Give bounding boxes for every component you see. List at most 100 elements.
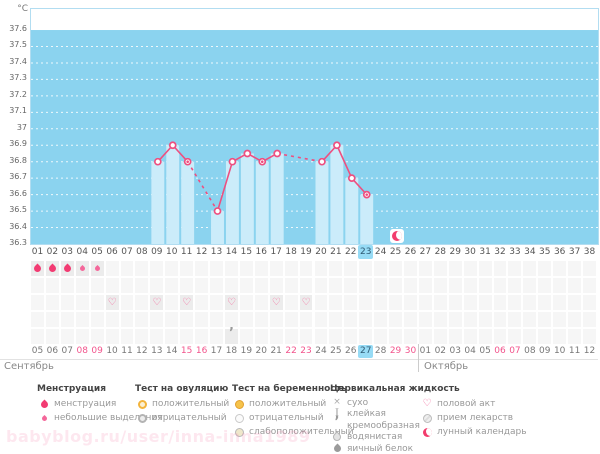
event-cell-menstruation[interactable] bbox=[31, 261, 44, 276]
event-cell-medication[interactable] bbox=[284, 312, 298, 327]
event-cell-ovulation-test[interactable] bbox=[150, 278, 164, 293]
event-cell-cervical-fluid[interactable] bbox=[583, 329, 596, 344]
event-cell-cervical-fluid[interactable] bbox=[31, 329, 44, 344]
event-cell-medication[interactable] bbox=[508, 312, 522, 327]
event-cell-intimacy[interactable] bbox=[493, 295, 507, 310]
event-cell-intimacy[interactable] bbox=[90, 295, 104, 310]
event-cell-ovulation-test[interactable] bbox=[359, 278, 373, 293]
event-cell-menstruation[interactable] bbox=[90, 261, 104, 276]
event-cell-ovulation-test[interactable] bbox=[105, 278, 119, 293]
event-cell-medication[interactable] bbox=[344, 312, 358, 327]
event-cell-ovulation-test[interactable] bbox=[314, 278, 328, 293]
event-cell-menstruation[interactable] bbox=[284, 261, 298, 276]
event-cell-menstruation[interactable] bbox=[463, 261, 477, 276]
event-cell-ovulation-test[interactable] bbox=[493, 278, 507, 293]
event-cell-medication[interactable] bbox=[195, 312, 209, 327]
event-cell-cervical-fluid[interactable] bbox=[508, 329, 522, 344]
event-cell-cervical-fluid[interactable]: ’ bbox=[224, 327, 238, 344]
event-cell-ovulation-test[interactable] bbox=[478, 278, 492, 293]
event-cell-menstruation[interactable] bbox=[135, 261, 149, 276]
event-cell-menstruation[interactable] bbox=[60, 261, 74, 276]
event-cell-intimacy[interactable] bbox=[344, 295, 358, 310]
event-cell-cervical-fluid[interactable] bbox=[284, 329, 298, 344]
event-cell-menstruation[interactable] bbox=[568, 261, 582, 276]
event-cell-medication[interactable] bbox=[120, 312, 134, 327]
event-cell-menstruation[interactable] bbox=[314, 261, 328, 276]
event-cell-cervical-fluid[interactable] bbox=[135, 329, 149, 344]
event-cell-ovulation-test[interactable] bbox=[344, 278, 358, 293]
event-cell-intimacy[interactable]: ♡ bbox=[180, 295, 194, 310]
event-cell-medication[interactable] bbox=[478, 312, 492, 327]
event-cell-menstruation[interactable] bbox=[105, 261, 119, 276]
temperature-point[interactable] bbox=[213, 207, 222, 215]
event-cell-cervical-fluid[interactable] bbox=[389, 329, 402, 344]
event-cell-medication[interactable] bbox=[314, 312, 328, 327]
event-cell-menstruation[interactable] bbox=[583, 261, 596, 276]
event-cell-intimacy[interactable] bbox=[583, 295, 596, 310]
event-cell-intimacy[interactable] bbox=[359, 295, 373, 310]
event-cell-intimacy[interactable] bbox=[195, 295, 209, 310]
event-cell-ovulation-test[interactable] bbox=[538, 278, 552, 293]
event-cell-ovulation-test[interactable] bbox=[374, 278, 388, 293]
event-cell-ovulation-test[interactable] bbox=[75, 278, 89, 293]
event-cell-ovulation-test[interactable] bbox=[254, 278, 268, 293]
event-cell-ovulation-test[interactable] bbox=[195, 278, 209, 293]
event-cell-intimacy[interactable] bbox=[374, 295, 388, 310]
event-cell-menstruation[interactable] bbox=[45, 261, 59, 276]
event-cell-cervical-fluid[interactable] bbox=[239, 329, 253, 344]
event-cell-cervical-fluid[interactable] bbox=[448, 329, 462, 344]
event-cell-intimacy[interactable]: ♡ bbox=[150, 295, 164, 310]
event-cell-ovulation-test[interactable] bbox=[568, 278, 582, 293]
event-cell-menstruation[interactable] bbox=[493, 261, 507, 276]
event-cell-intimacy[interactable] bbox=[433, 295, 447, 310]
event-cell-ovulation-test[interactable] bbox=[523, 278, 537, 293]
event-cell-ovulation-test[interactable] bbox=[433, 278, 447, 293]
event-cell-menstruation[interactable] bbox=[224, 261, 238, 276]
event-cell-menstruation[interactable] bbox=[433, 261, 447, 276]
event-cell-cervical-fluid[interactable] bbox=[210, 329, 223, 344]
event-cell-cervical-fluid[interactable] bbox=[299, 329, 313, 344]
event-cell-cervical-fluid[interactable] bbox=[254, 329, 268, 344]
event-cell-ovulation-test[interactable] bbox=[418, 278, 432, 293]
event-cell-medication[interactable] bbox=[60, 312, 74, 327]
event-cell-ovulation-test[interactable] bbox=[165, 278, 179, 293]
event-cell-intimacy[interactable] bbox=[478, 295, 492, 310]
event-cell-ovulation-test[interactable] bbox=[31, 278, 44, 293]
event-cell-intimacy[interactable] bbox=[254, 295, 268, 310]
event-cell-menstruation[interactable] bbox=[195, 261, 209, 276]
event-cell-medication[interactable] bbox=[389, 312, 402, 327]
event-cell-intimacy[interactable] bbox=[60, 295, 74, 310]
event-cell-medication[interactable] bbox=[404, 312, 417, 327]
event-cell-medication[interactable] bbox=[568, 312, 582, 327]
event-cell-intimacy[interactable] bbox=[314, 295, 328, 310]
event-cell-menstruation[interactable] bbox=[374, 261, 388, 276]
event-cell-intimacy[interactable] bbox=[239, 295, 253, 310]
event-cell-menstruation[interactable] bbox=[523, 261, 537, 276]
event-cell-cervical-fluid[interactable] bbox=[165, 329, 179, 344]
event-cell-intimacy[interactable] bbox=[31, 295, 44, 310]
event-cell-intimacy[interactable]: ♡ bbox=[299, 295, 313, 310]
event-cell-menstruation[interactable] bbox=[165, 261, 179, 276]
event-cell-intimacy[interactable] bbox=[329, 295, 343, 310]
event-cell-cervical-fluid[interactable] bbox=[180, 329, 194, 344]
event-cell-ovulation-test[interactable] bbox=[553, 278, 567, 293]
event-cell-ovulation-test[interactable] bbox=[90, 278, 104, 293]
event-cell-menstruation[interactable] bbox=[478, 261, 492, 276]
event-cell-medication[interactable] bbox=[374, 312, 388, 327]
event-cell-cervical-fluid[interactable] bbox=[493, 329, 507, 344]
event-cell-medication[interactable] bbox=[433, 312, 447, 327]
event-cell-medication[interactable] bbox=[75, 312, 89, 327]
event-cell-medication[interactable] bbox=[418, 312, 432, 327]
event-cell-intimacy[interactable] bbox=[553, 295, 567, 310]
temperature-point[interactable] bbox=[168, 141, 177, 150]
event-cell-ovulation-test[interactable] bbox=[135, 278, 149, 293]
event-cell-menstruation[interactable] bbox=[150, 261, 164, 276]
event-cell-intimacy[interactable] bbox=[418, 295, 432, 310]
event-cell-medication[interactable] bbox=[463, 312, 477, 327]
event-cell-intimacy[interactable] bbox=[523, 295, 537, 310]
event-cell-cervical-fluid[interactable] bbox=[374, 329, 388, 344]
event-cell-intimacy[interactable] bbox=[463, 295, 477, 310]
event-cell-medication[interactable] bbox=[135, 312, 149, 327]
event-cell-ovulation-test[interactable] bbox=[120, 278, 134, 293]
event-cell-cervical-fluid[interactable] bbox=[478, 329, 492, 344]
